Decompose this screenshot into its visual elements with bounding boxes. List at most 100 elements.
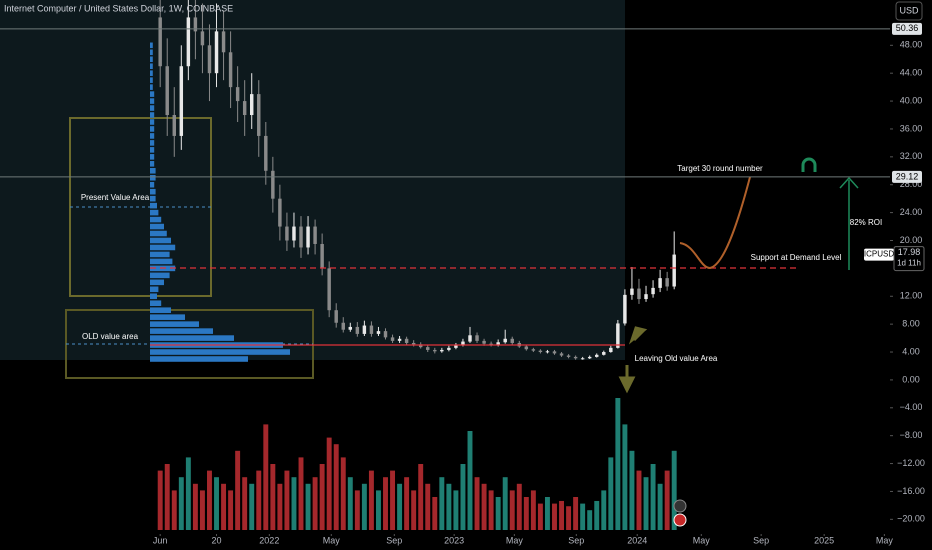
volume-bar xyxy=(340,457,346,530)
symbol-tag xyxy=(864,248,894,261)
candle-body xyxy=(369,325,374,334)
volume-bar xyxy=(552,503,557,530)
x-tick-label: 2025 xyxy=(814,535,834,545)
volume-bar xyxy=(418,464,424,530)
profile-bar xyxy=(150,335,234,341)
volume-bar xyxy=(368,470,374,530)
up-arrow xyxy=(628,326,648,345)
volume-bar xyxy=(509,490,515,530)
volume-bar xyxy=(284,470,290,530)
x-tick-label: 2022 xyxy=(259,535,279,545)
volume-bar xyxy=(298,457,304,530)
profile-bar xyxy=(150,126,155,132)
candle-body xyxy=(651,287,655,295)
flag-icon xyxy=(673,513,687,527)
profile-bar xyxy=(150,237,171,244)
symbol-label: ICPUSD xyxy=(864,250,894,259)
currency-label[interactable]: USD xyxy=(899,5,919,15)
y-tick-label: −16.00 xyxy=(897,486,925,496)
volume-bar xyxy=(516,483,522,530)
candle-body xyxy=(580,358,585,360)
volume-bar xyxy=(474,477,480,530)
volume-bar xyxy=(228,490,234,530)
profile-bar xyxy=(150,77,153,83)
candle-body xyxy=(454,345,458,348)
volume-bar xyxy=(488,490,494,530)
candle-body xyxy=(658,278,662,288)
range-shade xyxy=(0,0,625,360)
volume-bar xyxy=(214,477,219,530)
volume-bar xyxy=(164,464,170,530)
volume-bar xyxy=(256,470,262,530)
candle-body xyxy=(672,254,676,287)
candle-body xyxy=(257,94,261,136)
x-tick-label: 2023 xyxy=(444,535,464,545)
projection xyxy=(679,176,751,270)
y-tick-label: −4.00 xyxy=(900,402,923,412)
x-tick-label: 2024 xyxy=(627,535,647,545)
volume-bar xyxy=(390,470,396,530)
candle-body xyxy=(327,268,331,311)
price-axis xyxy=(890,0,932,550)
volume-bar xyxy=(650,464,656,530)
volume-bar xyxy=(671,450,677,530)
candle-body xyxy=(390,337,395,341)
volume-bar xyxy=(277,483,283,530)
profile-bar xyxy=(150,49,153,56)
profile-bar xyxy=(150,321,199,327)
volume-bar xyxy=(326,437,332,530)
candle-body xyxy=(186,17,191,67)
candle-body xyxy=(200,31,205,46)
down-arrow xyxy=(618,365,636,394)
candle-body xyxy=(207,45,212,74)
candle-body xyxy=(172,115,176,136)
candle-body xyxy=(397,338,402,341)
annotation: 82% ROI xyxy=(850,218,882,227)
volume-bar xyxy=(397,483,403,530)
annotation: Leaving Old value Area xyxy=(635,354,718,363)
volume-bar xyxy=(446,483,452,530)
currency-button[interactable] xyxy=(895,1,923,21)
y-tick-label: 24.00 xyxy=(900,207,923,217)
profile-bar xyxy=(150,63,153,70)
candle-body xyxy=(228,52,233,88)
profile-bar xyxy=(150,161,155,167)
profile-bar xyxy=(150,112,155,118)
profile-bar xyxy=(150,209,159,216)
volume-bar xyxy=(347,477,353,530)
volume-bar xyxy=(270,464,276,530)
candle-body xyxy=(496,342,500,346)
event-icon xyxy=(673,499,687,513)
volume-bar xyxy=(594,500,600,530)
annotation: Target 30 round number xyxy=(677,164,763,173)
volume-bar xyxy=(439,477,445,530)
volume-bar xyxy=(502,477,508,530)
x-tick-label: 20 xyxy=(212,535,222,545)
volume-bar xyxy=(657,483,663,530)
x-tick-label: May xyxy=(506,535,524,545)
volume-bar xyxy=(235,450,241,530)
candle-body xyxy=(538,350,543,353)
profile-bar xyxy=(150,195,156,202)
candle-body xyxy=(426,347,430,350)
volume-bar xyxy=(411,490,417,530)
profile-bar xyxy=(150,286,159,293)
y-tick-label: 28.00 xyxy=(900,179,923,189)
volume-bar xyxy=(664,470,670,530)
y-tick-label: −12.00 xyxy=(897,458,925,468)
candle-body xyxy=(602,352,606,355)
price-tag-label: 29.12 xyxy=(896,171,919,181)
price-tag-label: 50.36 xyxy=(896,23,919,33)
profile-bar xyxy=(150,147,155,153)
volume-bar xyxy=(192,483,198,530)
y-tick-label: 8.00 xyxy=(902,319,920,329)
volume-bar xyxy=(643,477,649,530)
candle-body xyxy=(595,354,599,357)
profile-bar xyxy=(150,202,157,209)
volume-bar xyxy=(291,477,297,530)
candle-body xyxy=(214,31,219,74)
volume-bar xyxy=(221,483,227,530)
y-tick-label: 48.00 xyxy=(900,40,923,50)
volume-bar xyxy=(178,477,184,530)
profile-bar xyxy=(150,140,155,146)
